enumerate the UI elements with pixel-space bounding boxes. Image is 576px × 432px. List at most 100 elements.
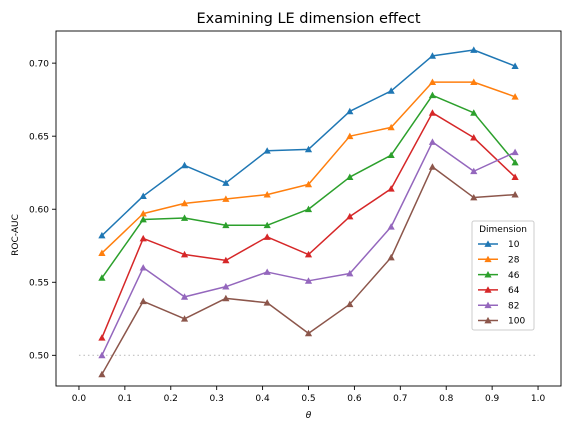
series-point-100 <box>180 315 189 322</box>
x-tick-label: 0.8 <box>439 394 454 404</box>
series-point-82 <box>387 223 395 230</box>
series-point-82 <box>98 351 106 359</box>
series-point-10 <box>511 62 519 69</box>
series-point-28 <box>511 93 519 100</box>
series-point-64 <box>304 250 313 258</box>
series-point-64 <box>263 233 271 240</box>
legend-marker-64 <box>484 286 492 293</box>
series-point-82 <box>511 148 519 156</box>
series-line-82 <box>101 141 516 356</box>
series-point-46 <box>346 173 354 180</box>
x-tick-label: 1.0 <box>531 394 546 404</box>
legend-box <box>471 220 535 331</box>
legend-marker-46 <box>484 271 492 278</box>
series-point-64 <box>180 250 189 258</box>
y-tick-label: 0.55 <box>29 278 49 288</box>
series-point-46 <box>222 221 230 229</box>
y-tick-label: 0.50 <box>29 352 49 362</box>
series-point-82 <box>180 293 189 300</box>
x-tick-label: 0.6 <box>347 394 362 404</box>
series-point-10 <box>304 145 313 153</box>
x-tick-label: 0.1 <box>118 394 132 404</box>
legend-label-28: 28 <box>508 256 520 266</box>
legend-marker-10 <box>484 240 492 247</box>
x-axis-label: θ <box>306 411 312 421</box>
series-point-46 <box>428 91 437 99</box>
series-point-28 <box>470 78 478 86</box>
series-point-82 <box>428 138 437 145</box>
series-point-28 <box>304 180 313 188</box>
plot-area: 0.0 0.1 0.2 0.3 0.4 0.5 0.6 0.7 0.8 0.9 1.0 0.50 0.5… <box>29 30 562 404</box>
y-tick-label: 0.65 <box>29 132 49 142</box>
x-tick-label: 0.9 <box>485 394 500 404</box>
series-point-64 <box>470 134 478 141</box>
series-point-28 <box>346 132 354 140</box>
x-tick-label: 0.0 <box>72 394 87 404</box>
chart-title: Examining LE dimension effect <box>196 11 420 27</box>
x-tick-label: 0.7 <box>393 394 407 404</box>
series-point-46 <box>511 158 519 166</box>
series-point-10 <box>346 107 354 115</box>
x-tick-label: 0.4 <box>255 394 270 404</box>
legend-marker-82 <box>484 301 492 309</box>
series-point-64 <box>98 334 106 341</box>
x-tick-label: 0.2 <box>164 394 178 404</box>
series-point-100 <box>139 297 147 305</box>
series-point-100 <box>98 370 106 378</box>
series-point-82 <box>346 269 354 277</box>
series-point-10 <box>98 231 106 239</box>
series-point-64 <box>511 173 519 180</box>
legend-label-46: 46 <box>508 271 520 281</box>
series-point-64 <box>387 185 395 192</box>
series-point-46 <box>387 151 395 159</box>
legend-label-100: 100 <box>508 317 525 327</box>
series-line-28 <box>101 81 516 254</box>
series-point-82 <box>139 264 147 271</box>
series-point-28 <box>428 78 437 86</box>
series-point-28 <box>222 195 230 202</box>
legend-marker-100 <box>484 316 492 324</box>
series-point-28 <box>98 249 106 256</box>
legend-marker-28 <box>484 255 492 263</box>
series-point-28 <box>139 210 147 217</box>
series-point-100 <box>511 191 519 198</box>
series-point-46 <box>98 274 106 281</box>
series-point-10 <box>222 179 230 186</box>
series-point-10 <box>180 161 189 169</box>
y-axis-label: ROC-AUC <box>11 214 21 256</box>
series-point-28 <box>180 199 189 207</box>
series-point-46 <box>263 221 271 229</box>
series-point-28 <box>263 191 271 198</box>
legend-label-64: 64 <box>508 286 520 296</box>
series-point-100 <box>263 299 271 306</box>
series-point-46 <box>304 205 313 213</box>
series-point-82 <box>304 277 313 284</box>
series-point-10 <box>428 52 437 59</box>
series-point-82 <box>263 268 271 275</box>
y-tick-label: 0.60 <box>29 205 49 215</box>
series-point-64 <box>428 109 437 116</box>
series-point-10 <box>263 147 271 154</box>
series-point-100 <box>304 329 313 337</box>
series-point-82 <box>470 167 478 175</box>
legend-title: Dimension <box>479 225 527 235</box>
series-point-64 <box>222 256 230 264</box>
series-point-100 <box>470 193 478 201</box>
legend-label-10: 10 <box>508 240 520 250</box>
series-point-100 <box>222 294 230 302</box>
series-point-82 <box>222 283 230 290</box>
y-tick-label: 0.70 <box>29 59 49 69</box>
series-point-64 <box>139 234 147 242</box>
x-tick-label: 0.5 <box>301 394 315 404</box>
series-point-100 <box>387 253 395 261</box>
x-tick-label: 0.3 <box>210 394 224 404</box>
series-point-46 <box>470 109 478 116</box>
series-point-100 <box>346 300 354 308</box>
series-point-28 <box>387 123 395 131</box>
series-point-100 <box>428 163 437 170</box>
series-line-100 <box>101 166 516 375</box>
series-point-10 <box>387 87 395 94</box>
series-point-46 <box>139 215 147 223</box>
series-point-46 <box>180 214 189 221</box>
